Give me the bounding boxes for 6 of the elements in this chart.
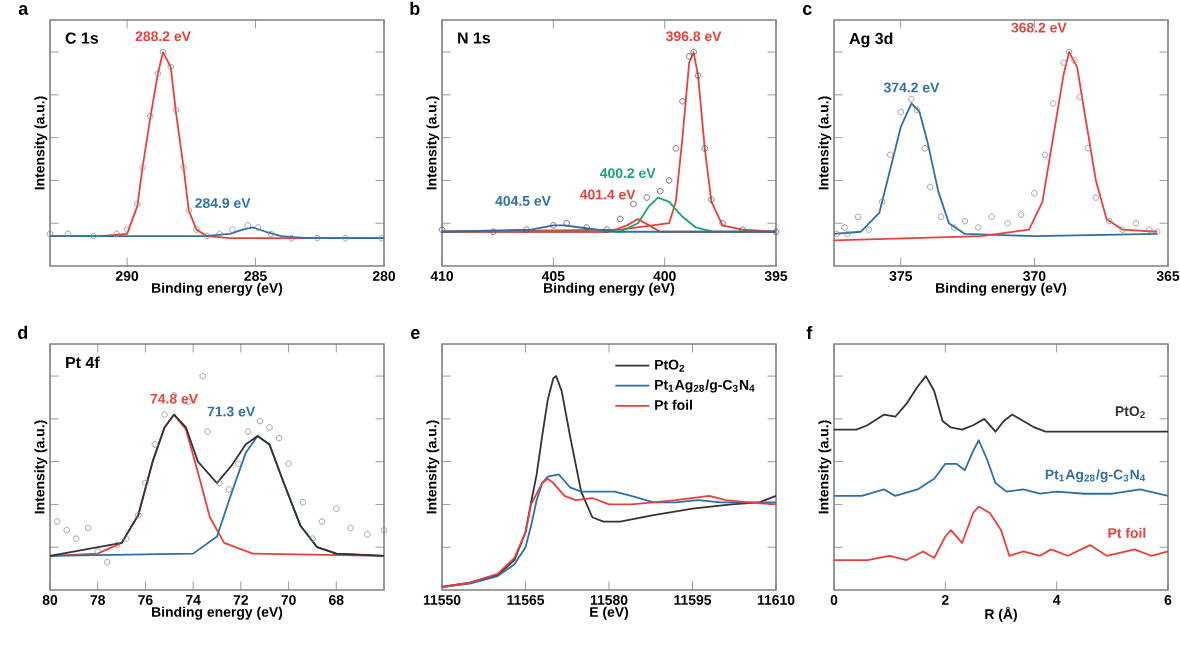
text: a — [18, 5, 29, 15]
text: c — [802, 5, 812, 15]
text: b — [410, 1, 420, 15]
text: f — [806, 325, 813, 339]
text: d — [18, 325, 28, 339]
text: e — [410, 329, 420, 339]
